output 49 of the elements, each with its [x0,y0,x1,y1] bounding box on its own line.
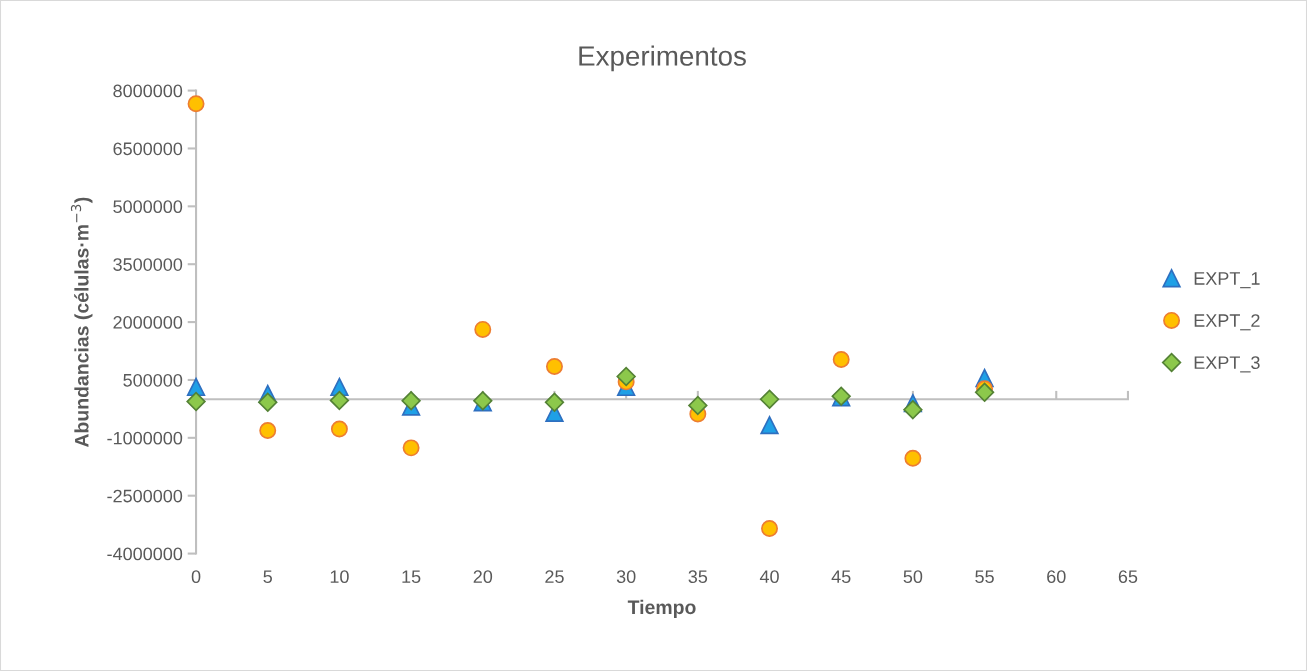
x-tick-label: 30 [616,570,636,584]
point [760,415,779,435]
x-tick-label: 60 [1047,570,1066,584]
point [688,395,708,416]
point [187,95,205,113]
x-tick-label: 0 [191,570,201,584]
x-tick-label: 25 [545,570,564,584]
x-tick-label: 50 [903,570,923,584]
legend-label: EXPT_2 [1194,314,1260,331]
y-tick-label: 5000000 [113,200,183,214]
legend-label: EXPT_3 [1194,356,1260,373]
y-tick-label: 6500000 [113,142,183,156]
point [761,520,778,537]
x-tick-label: 15 [402,570,421,584]
point [402,439,420,457]
legend-label: EXPT_1 [1194,272,1260,289]
y-axis-title: Abundancias (células·m$^{−3}$) [70,197,93,448]
point [258,392,278,413]
x-axis-title: Tiempo [627,599,696,618]
point [186,391,206,412]
y-tick-label: 2000000 [113,316,183,329]
x-tick-label: 40 [759,570,779,584]
point [329,390,350,411]
x-tick-label: 5 [263,570,272,584]
x-tick-label: 55 [975,570,994,584]
x-tick-label: 10 [330,570,349,584]
y-tick-label: 8000000 [113,84,183,98]
x-tick-label: 45 [831,570,851,584]
point [401,391,421,411]
point [545,357,563,375]
x-tick-label: 65 [1118,570,1138,584]
x-tick-label: 35 [688,570,708,584]
y-tick-label: 3500000 [113,258,183,271]
point [616,366,636,387]
y-tick-label: -2500000 [107,489,183,503]
y-tick-label: 500000 [123,373,183,387]
chart-title: Experimentos [579,45,746,72]
point [903,399,923,420]
point [186,377,206,397]
point [904,449,922,467]
y-tick-label: -1000000 [107,431,183,445]
point [330,420,348,438]
point [544,392,565,413]
point [259,422,277,439]
point [474,320,492,338]
x-tick-label: 20 [473,570,493,584]
point [832,351,850,368]
y-tick-label: -4000000 [107,547,183,561]
point [759,389,780,409]
